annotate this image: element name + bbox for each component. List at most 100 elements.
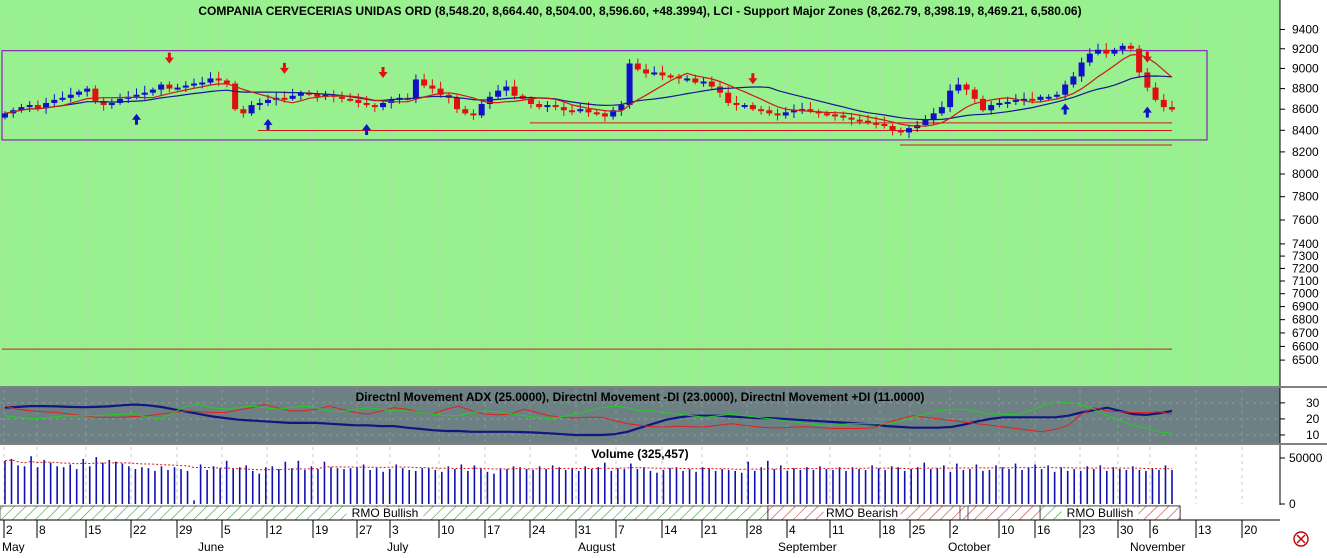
candle-body-136 xyxy=(1119,45,1126,50)
date-tick-label-18: 4 xyxy=(789,523,796,537)
date-tick-label-11: 17 xyxy=(487,523,501,537)
volume-gridlines xyxy=(3,447,1243,504)
candle-body-82 xyxy=(675,76,682,79)
candle-body-90 xyxy=(741,105,748,108)
date-axis-bg xyxy=(0,520,1327,553)
candle-body-67 xyxy=(552,105,559,108)
volume-y-axis: 50000 0 xyxy=(1279,445,1327,511)
candle-body-35 xyxy=(289,95,296,99)
candle-body-30 xyxy=(248,105,255,114)
candle-body-51 xyxy=(421,79,428,86)
candle-body-58 xyxy=(478,104,485,116)
candle-body-68 xyxy=(560,107,567,111)
candle-body-118 xyxy=(971,89,978,99)
rmo-label-1: RMO Bearish xyxy=(826,506,898,520)
date-tick-label-16: 21 xyxy=(704,523,718,537)
month-label-august: August xyxy=(578,540,616,553)
sell-arrow-1 xyxy=(279,62,289,74)
candle-body-70 xyxy=(577,109,584,112)
candle-body-89 xyxy=(733,102,740,106)
date-tick-label-10: 10 xyxy=(441,523,455,537)
candle-body-65 xyxy=(536,104,543,108)
candle-body-12 xyxy=(100,100,107,106)
price-tick-label-15: 6900 xyxy=(1292,300,1319,314)
price-tick-label-12: 7200 xyxy=(1292,261,1319,275)
date-tick-label-29: 20 xyxy=(1244,523,1258,537)
candle-body-34 xyxy=(281,97,288,100)
volume-average-line xyxy=(4,459,1172,471)
candle-body-13 xyxy=(108,102,115,106)
candle-body-31 xyxy=(256,102,263,106)
candle-body-5 xyxy=(43,102,50,109)
candle-body-124 xyxy=(1021,98,1028,101)
candle-body-95 xyxy=(782,112,789,116)
rmo-band: RMO Bullish RMO Bearish RMO Bullish xyxy=(0,505,1280,521)
price-tick-label-3: 8800 xyxy=(1292,82,1319,96)
volume-axis-bg xyxy=(1280,445,1327,505)
buy-arrow-2 xyxy=(362,124,372,136)
candle-body-138 xyxy=(1136,48,1143,73)
date-tick-label-5: 5 xyxy=(224,523,231,537)
date-tick-label-6: 12 xyxy=(269,523,283,537)
candle-body-56 xyxy=(462,109,469,114)
date-tick-label-0: 2 xyxy=(6,523,13,537)
candle-body-86 xyxy=(708,81,715,87)
date-tick-label-14: 7 xyxy=(618,523,625,537)
buy-arrow-1 xyxy=(263,118,273,130)
price-tick-label-2: 9000 xyxy=(1292,61,1319,75)
price-tick-label-11: 7300 xyxy=(1292,249,1319,263)
candle-body-38 xyxy=(314,93,321,97)
buy-arrow-0 xyxy=(131,113,141,125)
vertical-gridlines xyxy=(3,22,1243,384)
candle-body-121 xyxy=(996,102,1003,106)
rmo-label-2: RMO Bullish xyxy=(1067,506,1134,520)
candle-body-80 xyxy=(659,72,666,76)
candle-body-85 xyxy=(700,81,707,84)
rmo-label-bg-2 xyxy=(1061,507,1139,519)
candle-body-53 xyxy=(437,88,444,95)
candle-body-28 xyxy=(232,83,239,110)
candle-body-131 xyxy=(1078,62,1085,77)
rmo-label-bg-0 xyxy=(346,507,424,519)
date-tick-label-25: 23 xyxy=(1082,523,1096,537)
candle-body-102 xyxy=(840,115,847,118)
candle-body-60 xyxy=(495,90,502,97)
month-label-september: September xyxy=(778,540,837,553)
candle-body-57 xyxy=(470,113,477,116)
buy-arrow-4 xyxy=(1142,106,1152,118)
price-tick-label-13: 7100 xyxy=(1292,274,1319,288)
candle-body-32 xyxy=(264,99,271,103)
price-tick-label-8: 7800 xyxy=(1292,190,1319,204)
candle-body-22 xyxy=(182,85,189,88)
date-tick-label-28: 13 xyxy=(1198,523,1212,537)
candle-body-26 xyxy=(215,78,222,81)
candle-body-2 xyxy=(18,107,25,111)
candle-body-29 xyxy=(240,109,247,114)
month-label-may: May xyxy=(2,540,25,553)
ma-slow-line xyxy=(4,75,1173,121)
month-label-july: July xyxy=(387,540,408,553)
candle-body-112 xyxy=(922,119,929,125)
candle-body-137 xyxy=(1127,45,1134,49)
candlesticks xyxy=(2,42,1175,139)
adx-series-di-line xyxy=(4,400,1173,434)
candle-body-19 xyxy=(158,84,165,90)
candle-body-23 xyxy=(191,83,198,86)
date-tick-label-26: 30 xyxy=(1120,523,1134,537)
price-tick-label-16: 6800 xyxy=(1292,313,1319,327)
candle-body-45 xyxy=(371,105,378,108)
date-tick-label-4: 29 xyxy=(179,523,193,537)
candle-body-27 xyxy=(223,80,230,84)
candle-body-64 xyxy=(527,98,534,105)
candle-body-132 xyxy=(1086,53,1093,63)
volume-tick-label-0: 50000 xyxy=(1289,451,1323,465)
candle-body-120 xyxy=(988,105,995,111)
close-icon[interactable] xyxy=(1293,531,1309,547)
candle-body-104 xyxy=(856,119,863,122)
month-label-june: June xyxy=(198,540,224,553)
candle-body-142 xyxy=(1169,107,1175,110)
candle-body-21 xyxy=(174,87,181,90)
candle-body-18 xyxy=(149,89,156,93)
price-tick-label-0: 9400 xyxy=(1292,22,1319,36)
